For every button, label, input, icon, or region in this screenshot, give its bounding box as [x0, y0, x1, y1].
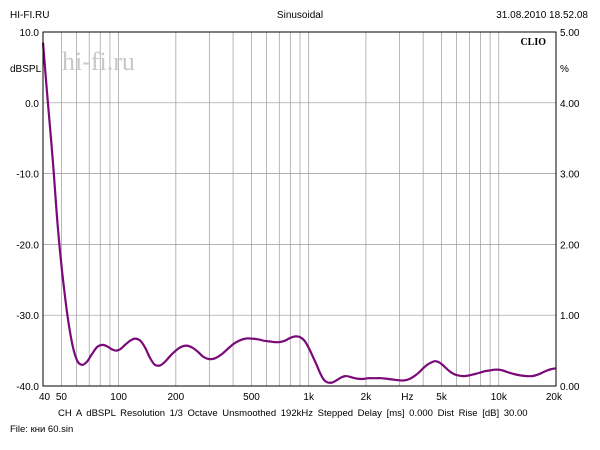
x-tick-label: 50 — [56, 392, 68, 403]
x-tick-label: 5k — [436, 392, 448, 403]
measurement-settings: CH A dBSPL Resolution 1/3 Octave Unsmoot… — [58, 408, 528, 419]
y-tick-label: -10.0 — [16, 170, 39, 181]
file-name: File: кни 60.sin — [10, 424, 74, 435]
y-tick-label: -30.0 — [16, 311, 39, 322]
x-tick-label: 500 — [243, 392, 260, 403]
y2-tick-label: 3.00 — [560, 170, 580, 181]
y2-tick-label: 1.00 — [560, 311, 580, 322]
header-title: Sinusoidal — [276, 10, 324, 21]
x-tick-label: 2k — [361, 392, 373, 403]
y-tick-label: -20.0 — [16, 240, 39, 251]
y2-tick-label: 4.00 — [560, 99, 580, 110]
x-axis-unit: Hz — [401, 392, 413, 403]
header-left-text: HI-FI.RU — [10, 10, 50, 21]
axis-labels: 10.0 0.0 -10.0 -20.0 -30.0 -40.0 5.00 4.00 3.00 2… — [10, 28, 580, 403]
x-tick-label: 10k — [491, 392, 508, 403]
x-tick-label: 200 — [168, 392, 185, 403]
x-tick-label: 40 — [39, 392, 51, 403]
brand-label: CLIO — [520, 37, 546, 48]
y-tick-label: -40.0 — [16, 382, 39, 393]
y2-tick-label: 5.00 — [560, 28, 580, 39]
plot-frame — [42, 31, 557, 387]
response-curve — [41, 42, 557, 384]
y-tick-label: 10.0 — [20, 28, 40, 39]
watermark-logo: hi-fi.ru — [62, 47, 135, 76]
y-tick-label: 0.0 — [25, 99, 39, 110]
header-timestamp: 31.08.2010 18.52.08 — [496, 10, 588, 21]
grid — [43, 32, 556, 386]
y2-axis-unit: % — [560, 64, 569, 75]
series-group — [41, 42, 557, 384]
x-tick-label: 1k — [303, 392, 315, 403]
y-axis-unit: dBSPL — [10, 64, 42, 75]
y2-tick-label: 0.00 — [560, 382, 580, 393]
y2-tick-label: 2.00 — [560, 240, 580, 251]
x-tick-label: 100 — [110, 392, 127, 403]
x-tick-label: 20k — [546, 392, 563, 403]
